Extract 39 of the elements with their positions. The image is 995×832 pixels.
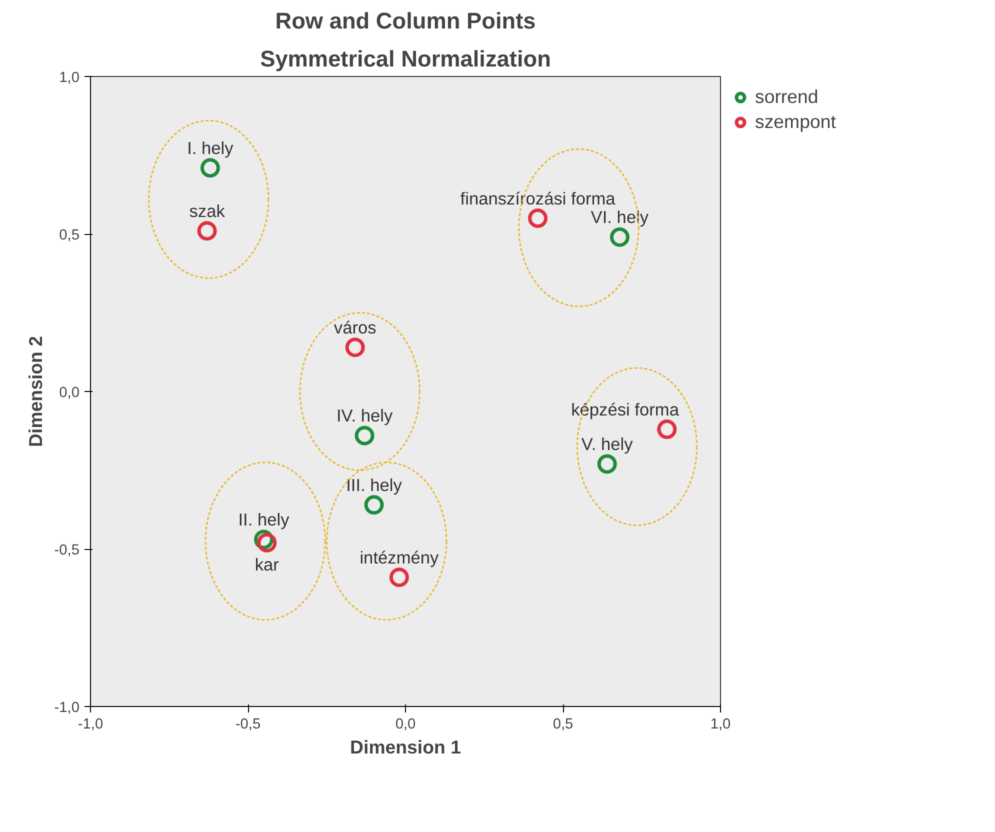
data-label: IV. hely xyxy=(336,406,393,426)
data-label: város xyxy=(334,317,377,338)
x-tick-label: -0,5 xyxy=(235,716,261,732)
x-tick-label: 1,0 xyxy=(710,716,731,732)
point xyxy=(528,208,548,228)
legend-label: szempont xyxy=(755,111,836,133)
y-tick-label: 1,0 xyxy=(59,70,80,86)
data-label: III. hely xyxy=(346,474,402,495)
data-label: kar xyxy=(254,554,280,575)
y-axis-title: Dimension 2 xyxy=(25,336,46,447)
point xyxy=(389,568,409,588)
point xyxy=(200,158,220,178)
point xyxy=(657,420,677,440)
data-label: szak xyxy=(189,200,226,221)
x-tick-label: 0,0 xyxy=(395,716,416,732)
y-tick-label: -1,0 xyxy=(54,700,80,716)
point xyxy=(257,532,277,552)
legend-label: sorrend xyxy=(755,86,818,108)
x-tick-label: 0,5 xyxy=(552,716,574,732)
point xyxy=(354,426,374,446)
data-label: finanszírozási forma xyxy=(460,188,616,208)
point xyxy=(610,227,630,247)
data-label: II. hely xyxy=(238,510,290,530)
y-tick-label: 0,0 xyxy=(59,385,80,401)
data-label: I. hely xyxy=(187,138,234,158)
data-label: VI. hely xyxy=(590,207,649,228)
point xyxy=(345,338,365,358)
chart-title: Row and Column Points xyxy=(275,8,536,34)
chart-subtitle: Symmetrical Normalization xyxy=(260,46,551,72)
y-tick-label: 0,5 xyxy=(59,228,80,244)
data-label: V. hely xyxy=(581,434,634,454)
point xyxy=(597,454,617,474)
data-label: képzési forma xyxy=(571,399,680,420)
x-axis-title: Dimension 1 xyxy=(350,736,461,758)
point xyxy=(197,221,217,241)
y-tick-label: -0,5 xyxy=(54,542,80,558)
point xyxy=(364,495,384,515)
x-tick-label: -1,0 xyxy=(78,716,104,732)
data-label: intézmény xyxy=(360,547,440,568)
